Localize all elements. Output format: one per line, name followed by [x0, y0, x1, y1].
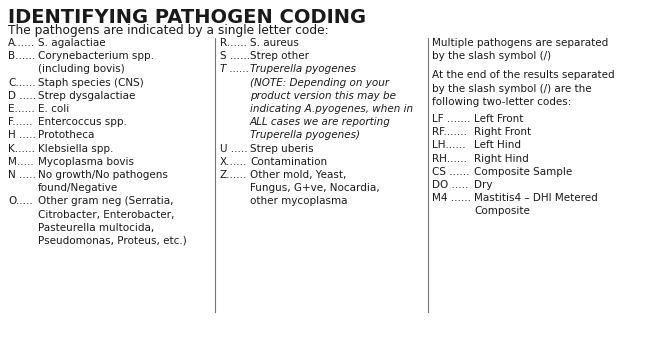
Text: C......: C......: [8, 78, 36, 88]
Text: Left Hind: Left Hind: [474, 140, 521, 150]
Text: X......: X......: [220, 157, 247, 167]
Text: (NOTE: Depending on your: (NOTE: Depending on your: [250, 78, 389, 88]
Text: following two-letter codes:: following two-letter codes:: [432, 97, 571, 107]
Text: U .....: U .....: [220, 143, 247, 154]
Text: DO .....: DO .....: [432, 180, 468, 190]
Text: Composite: Composite: [474, 206, 530, 216]
Text: Contamination: Contamination: [250, 157, 327, 167]
Text: Mastitis4 – DHI Metered: Mastitis4 – DHI Metered: [474, 193, 597, 203]
Text: S ......: S ......: [220, 51, 250, 61]
Text: indicating A.pyogenes, when in: indicating A.pyogenes, when in: [250, 104, 413, 114]
Text: No growth/No pathogens: No growth/No pathogens: [38, 170, 168, 180]
Text: Multiple pathogens are separated: Multiple pathogens are separated: [432, 38, 608, 48]
Text: found/Negative: found/Negative: [38, 183, 118, 193]
Text: product version this may be: product version this may be: [250, 91, 396, 101]
Text: RH......: RH......: [432, 154, 467, 164]
Text: A......: A......: [8, 38, 36, 48]
Text: Strep dysgalactiae: Strep dysgalactiae: [38, 91, 136, 101]
Text: by the slash symbol (/): by the slash symbol (/): [432, 51, 551, 61]
Text: Klebsiella spp.: Klebsiella spp.: [38, 143, 113, 154]
Text: Entercoccus spp.: Entercoccus spp.: [38, 117, 127, 127]
Text: LF .......: LF .......: [432, 114, 470, 124]
Text: LH......: LH......: [432, 140, 466, 150]
Text: Z......: Z......: [220, 170, 247, 180]
Text: The pathogens are indicated by a single letter code:: The pathogens are indicated by a single …: [8, 24, 328, 37]
Text: Fungus, G+ve, Nocardia,: Fungus, G+ve, Nocardia,: [250, 183, 380, 193]
Text: Strep other: Strep other: [250, 51, 309, 61]
Text: Truperella pyogenes: Truperella pyogenes: [250, 64, 356, 74]
Text: M.....: M.....: [8, 157, 34, 167]
Text: Citrobacter, Enterobacter,: Citrobacter, Enterobacter,: [38, 209, 174, 220]
Text: H .....: H .....: [8, 131, 36, 140]
Text: T ......: T ......: [220, 64, 249, 74]
Text: Truperella pyogenes): Truperella pyogenes): [250, 131, 360, 140]
Text: CS ......: CS ......: [432, 167, 470, 177]
Text: E......: E......: [8, 104, 35, 114]
Text: RF.......: RF.......: [432, 127, 467, 137]
Text: B......: B......: [8, 51, 36, 61]
Text: D .....: D .....: [8, 91, 36, 101]
Text: F......: F......: [8, 117, 32, 127]
Text: by the slash symbol (/) are the: by the slash symbol (/) are the: [432, 84, 592, 94]
Text: Other gram neg (Serratia,: Other gram neg (Serratia,: [38, 197, 174, 206]
Text: Composite Sample: Composite Sample: [474, 167, 572, 177]
Text: Right Hind: Right Hind: [474, 154, 529, 164]
Text: ALL cases we are reporting: ALL cases we are reporting: [250, 117, 391, 127]
Text: M4 ......: M4 ......: [432, 193, 471, 203]
Text: R......: R......: [220, 38, 247, 48]
Text: Dry: Dry: [474, 180, 492, 190]
Text: K......: K......: [8, 143, 35, 154]
Text: other mycoplasma: other mycoplasma: [250, 197, 347, 206]
Text: (including bovis): (including bovis): [38, 64, 125, 74]
Text: Staph species (CNS): Staph species (CNS): [38, 78, 143, 88]
Text: Strep uberis: Strep uberis: [250, 143, 314, 154]
Text: Prototheca: Prototheca: [38, 131, 94, 140]
Text: Left Front: Left Front: [474, 114, 523, 124]
Text: E. coli: E. coli: [38, 104, 69, 114]
Text: N .....: N .....: [8, 170, 36, 180]
Text: Corynebacterium spp.: Corynebacterium spp.: [38, 51, 154, 61]
Text: Pseudomonas, Proteus, etc.): Pseudomonas, Proteus, etc.): [38, 236, 187, 246]
Text: Pasteurella multocida,: Pasteurella multocida,: [38, 223, 154, 233]
Text: Mycoplasma bovis: Mycoplasma bovis: [38, 157, 134, 167]
Text: Right Front: Right Front: [474, 127, 531, 137]
Text: S. aureus: S. aureus: [250, 38, 299, 48]
Text: At the end of the results separated: At the end of the results separated: [432, 70, 615, 80]
Text: O.....: O.....: [8, 197, 33, 206]
Text: IDENTIFYING PATHOGEN CODING: IDENTIFYING PATHOGEN CODING: [8, 8, 366, 27]
Text: S. agalactiae: S. agalactiae: [38, 38, 106, 48]
Text: Other mold, Yeast,: Other mold, Yeast,: [250, 170, 346, 180]
